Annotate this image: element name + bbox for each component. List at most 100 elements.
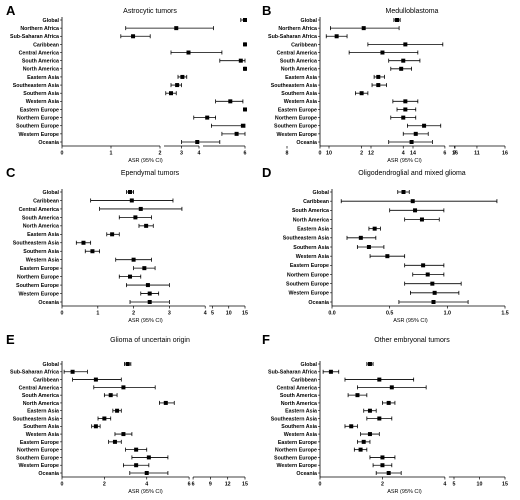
category-label: Oceania [308, 300, 329, 306]
panel-d: D Oligodendroglial and mixed glioma 0.0 0.5… [262, 165, 509, 324]
point-estimate [380, 463, 385, 468]
category-label: Eastern Europe [278, 440, 317, 446]
point-estimate [389, 385, 394, 390]
category-label: South America [292, 208, 329, 214]
x-tick-label: 2 [103, 482, 106, 488]
category-label: Eastern Europe [290, 263, 329, 269]
category-label: Western Asia [284, 99, 317, 105]
category-label: Caribbean [33, 198, 59, 204]
category-label: Global [43, 18, 60, 24]
point-estimate [112, 439, 117, 444]
category-label: Sub-Saharan Africa [10, 34, 59, 40]
category-label: Eastern Asia [297, 227, 329, 233]
x-tick-label: 10 [226, 311, 232, 317]
category-label: Southeastern Asia [271, 83, 317, 89]
point-estimate [385, 254, 390, 259]
x-tick-label: 0.0 [328, 311, 335, 317]
category-label: Oceania [38, 471, 59, 477]
point-estimate [125, 362, 130, 366]
category-label: Northern Europe [17, 448, 59, 454]
x-tick-label: 11 [474, 151, 480, 157]
x-axis-label: ASR (95% CI) [128, 318, 163, 324]
category-label: Southeastern Asia [283, 236, 329, 242]
category-label: Northern Europe [17, 275, 59, 281]
point-estimate [243, 42, 247, 47]
category-label: South America [22, 393, 59, 399]
x-tick-label: 4 [145, 482, 148, 488]
category-label: Northern Africa [278, 26, 317, 32]
x-tick-label: 4 [198, 151, 201, 157]
point-estimate [131, 257, 136, 262]
point-estimate [240, 123, 245, 128]
point-estimate [238, 58, 243, 63]
x-tick-label: 2 [381, 482, 384, 488]
category-label: Western Asia [284, 432, 317, 438]
x-tick-label: 15 [242, 311, 248, 317]
point-estimate [147, 291, 152, 296]
x-tick-label: 4 [443, 482, 446, 488]
category-label: Southern Europe [286, 282, 329, 288]
category-label: Western Asia [26, 99, 59, 105]
category-label: Southern Europe [274, 455, 317, 461]
category-label: Southern Asia [281, 91, 317, 97]
x-axis-label: ASR (95% CI) [387, 489, 422, 495]
category-label: Central America [19, 385, 59, 391]
category-label: Caribbean [303, 199, 329, 205]
x-tick-label: 12 [368, 151, 374, 157]
point-estimate [129, 198, 134, 203]
panel-title: Oligodendroglial and mixed glioma [358, 170, 466, 177]
x-tick-label: 6 [192, 482, 195, 488]
point-estimate [421, 263, 426, 268]
x-tick-label: 0 [319, 151, 322, 157]
category-label: North America [23, 401, 59, 407]
category-label: Caribbean [33, 377, 59, 383]
category-label: Southern Asia [23, 424, 59, 430]
panel-title: Ependymal tumors [121, 170, 180, 177]
point-estimate [144, 471, 149, 475]
point-estimate [401, 115, 406, 120]
point-estimate [131, 34, 136, 39]
panel-e: E Glioma of uncertain origin 0 2 4 6 6 9 12 15 ASR… [6, 332, 248, 495]
point-estimate [403, 107, 408, 112]
point-estimate [395, 18, 400, 22]
category-label: Western Asia [26, 432, 59, 438]
x-tick-label: 2 [360, 151, 363, 157]
category-label: Southern Europe [274, 124, 317, 130]
x-tick-label: 0.5 [386, 311, 393, 317]
x-axis-label: ASR (95% CI) [387, 158, 422, 164]
category-label: Central America [277, 385, 317, 391]
category-label: Caribbean [291, 42, 317, 48]
x-tick-label: 0 [319, 482, 322, 488]
point-estimate [142, 266, 147, 271]
category-label: Northern Europe [275, 116, 317, 122]
category-label: South America [22, 59, 59, 65]
category-label: Global [43, 362, 60, 368]
category-label: Western Asia [296, 254, 329, 260]
category-label: Western Europe [276, 463, 317, 469]
point-estimate [81, 240, 86, 245]
point-estimate [355, 393, 360, 398]
category-label: Global [301, 18, 318, 24]
category-label: Central America [277, 50, 317, 56]
category-label: Central America [19, 207, 59, 213]
x-tick-label: 15 [242, 482, 248, 488]
point-estimate [186, 50, 191, 55]
category-label: Western Europe [18, 291, 59, 297]
x-tick-label: 0 [61, 151, 64, 157]
point-estimate [380, 455, 385, 460]
point-estimate [102, 416, 107, 421]
point-estimate [372, 226, 377, 231]
x-tick-label: 8 [286, 151, 289, 157]
x-tick-label: 1.5 [501, 311, 508, 317]
point-estimate [138, 206, 143, 211]
point-estimate [425, 272, 430, 277]
category-label: Sub-Saharan Africa [268, 34, 317, 40]
panel-letter: F [262, 332, 270, 347]
category-label: Eastern Asia [27, 75, 59, 81]
category-label: Caribbean [291, 377, 317, 383]
category-label: Southern Asia [23, 91, 59, 97]
x-tick-label: 16 [502, 151, 508, 157]
point-estimate [93, 424, 98, 429]
point-estimate [147, 300, 152, 304]
